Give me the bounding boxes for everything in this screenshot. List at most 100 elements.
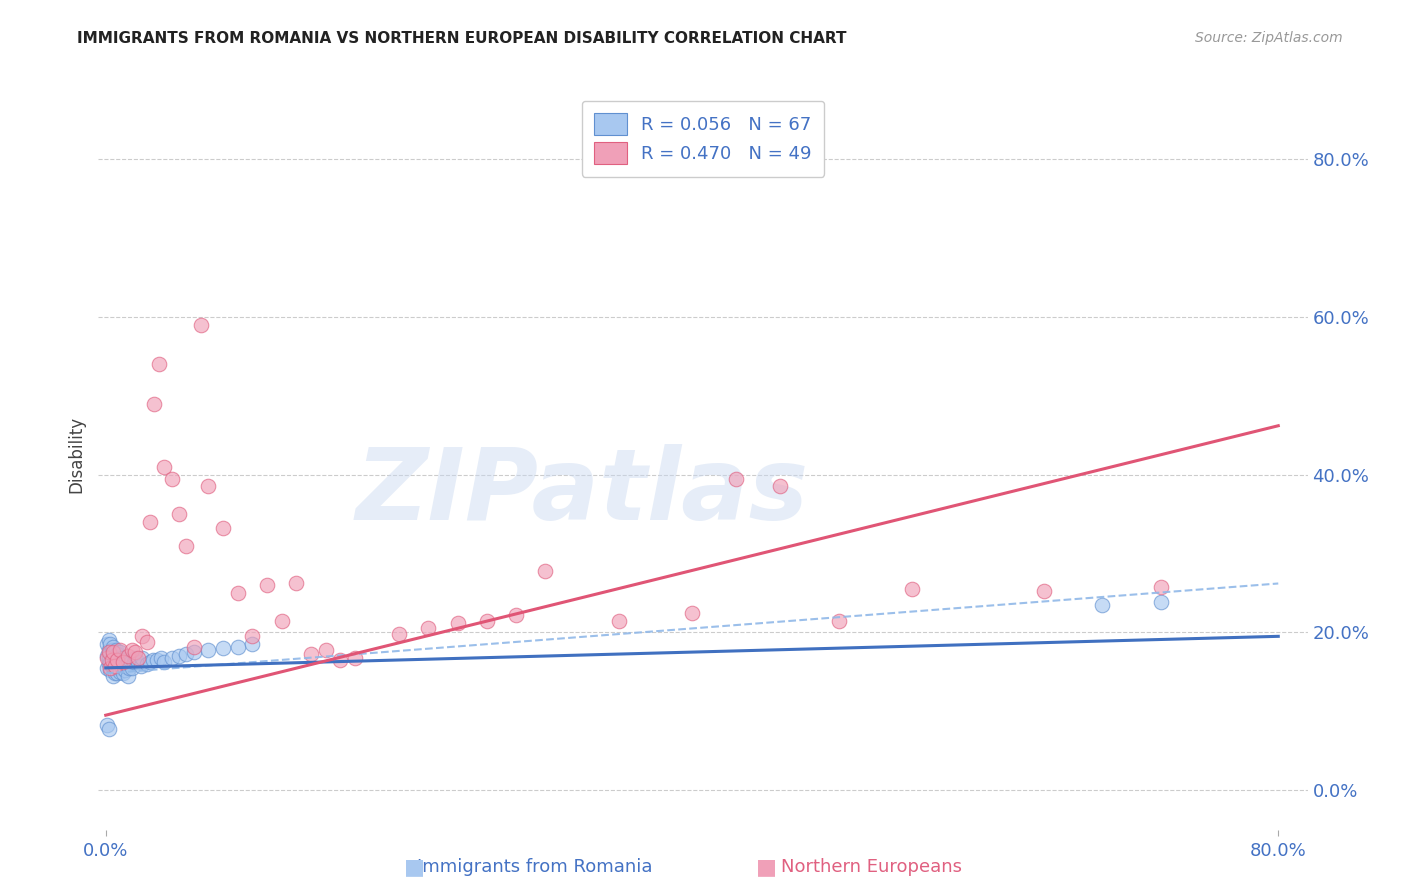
Point [183,640,205,654]
Point [127,650,149,665]
Point [114,653,136,667]
Point [1032,584,1054,599]
Point [111,650,134,665]
Point [240,629,263,643]
Point [120,656,142,670]
Point [97,657,120,671]
Point [105,642,128,657]
Point [148,357,170,371]
Point [212,641,235,656]
Point [505,607,527,622]
Point [127,656,149,670]
Point [96,661,118,675]
Point [388,627,411,641]
Point [110,665,132,679]
Point [769,479,792,493]
Point [98,663,121,677]
Point [475,614,498,628]
Point [97,650,120,665]
Text: ZIPatlas: ZIPatlas [356,444,808,541]
Point [167,648,190,663]
Point [143,397,166,411]
Point [1091,598,1114,612]
Point [107,666,129,681]
Point [103,666,125,681]
Point [96,648,118,663]
Point [101,645,124,659]
Point [240,637,263,651]
Point [96,637,118,651]
Point [103,658,125,673]
Point [107,648,129,662]
Point [226,640,249,654]
Point [100,650,122,665]
Point [256,578,278,592]
Point [105,661,128,675]
Point [197,642,219,657]
Point [101,640,124,654]
Point [98,656,121,670]
Point [446,615,468,630]
Point [103,656,125,670]
Point [96,650,118,665]
Point [108,661,131,675]
Text: Northern Europeans: Northern Europeans [782,858,962,876]
Text: ■: ■ [756,857,776,877]
Point [121,661,143,675]
Point [299,648,322,662]
Point [343,650,366,665]
Point [135,635,157,649]
Point [901,582,924,596]
Point [681,606,703,620]
Point [105,653,128,667]
Point [270,614,292,628]
Text: ■: ■ [405,857,425,877]
Point [329,653,352,667]
Point [167,507,190,521]
Point [160,472,183,486]
Point [197,479,219,493]
Point [110,656,132,670]
Point [97,642,120,657]
Point [100,642,122,657]
Point [98,637,121,651]
Point [138,656,160,670]
Point [146,653,169,667]
Point [607,614,630,628]
Text: IMMIGRANTS FROM ROMANIA VS NORTHERN EUROPEAN DISABILITY CORRELATION CHART: IMMIGRANTS FROM ROMANIA VS NORTHERN EURO… [77,31,846,46]
Point [97,722,120,736]
Point [176,648,198,662]
Point [110,642,132,657]
Point [100,658,122,673]
Point [129,658,152,673]
Point [97,645,120,659]
Point [98,645,121,659]
Point [117,648,139,663]
Point [190,318,212,332]
Point [534,564,557,578]
Point [98,661,121,675]
Point [117,669,139,683]
Point [108,650,131,665]
Text: Source: ZipAtlas.com: Source: ZipAtlas.com [1195,31,1343,45]
Y-axis label: Disability: Disability [67,417,86,493]
Point [418,622,440,636]
Legend: R = 0.056   N = 67, R = 0.470   N = 49: R = 0.056 N = 67, R = 0.470 N = 49 [582,101,824,178]
Point [112,656,135,670]
Point [112,666,135,681]
Point [131,650,153,665]
Point [827,614,849,628]
Point [138,515,160,529]
Point [153,459,176,474]
Point [114,663,136,677]
Point [118,661,141,675]
Point [110,645,132,659]
Point [135,657,157,671]
Point [1150,595,1173,609]
Text: Immigrants from Romania: Immigrants from Romania [416,858,652,876]
Point [122,656,145,670]
Point [226,586,249,600]
Point [112,656,135,670]
Point [212,521,235,535]
Point [101,648,124,663]
